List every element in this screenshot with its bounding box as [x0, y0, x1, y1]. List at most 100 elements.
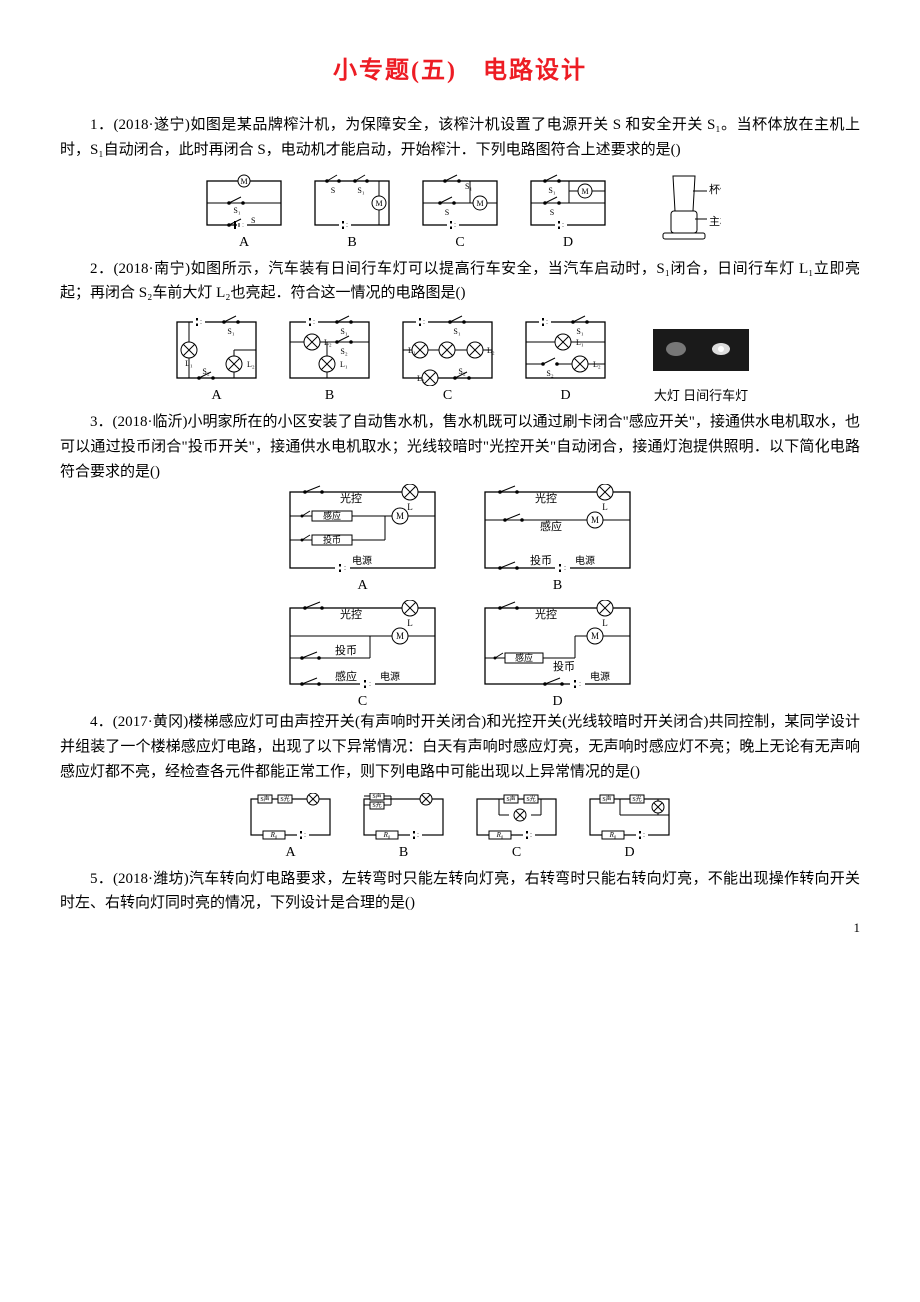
- svg-text:电源: 电源: [380, 670, 400, 683]
- svg-text:M: M: [581, 187, 588, 196]
- svg-text:L: L: [407, 618, 413, 628]
- caption: 大灯 日间行车灯: [654, 385, 748, 404]
- page-title: 小专题(五) 电路设计: [60, 50, 860, 85]
- q2-figC: S₁ L₁ L₂ L₂ S₂ C: [395, 314, 500, 404]
- circuit-icon: S声 S光 R₀: [582, 793, 677, 843]
- option-label: D: [560, 388, 570, 404]
- base-label: 主机: [709, 214, 721, 228]
- svg-text:S: S: [550, 208, 554, 217]
- svg-text:M: M: [476, 199, 483, 208]
- circuit-icon: S声 S光 R₀: [356, 793, 451, 843]
- option-label: B: [399, 845, 408, 861]
- option-label: A: [357, 578, 367, 594]
- q3-figD: 光控 L M 感应 投币 电源 D: [475, 600, 640, 710]
- svg-text:L₂: L₂: [417, 374, 425, 383]
- svg-text:M: M: [591, 631, 599, 641]
- blender-icon: 杯体 主机: [651, 171, 721, 251]
- svg-text:投币: 投币: [530, 553, 552, 567]
- q4-text: 4．(2017·黄冈)楼梯感应灯可由声控开关(有声响时开关闭合)和光控开关(光线…: [60, 710, 860, 784]
- option-label: D: [552, 694, 562, 710]
- svg-text:投币: 投币: [335, 643, 357, 657]
- q3-figA: 光控 L 感应 M 投币 电源 A: [280, 484, 445, 594]
- svg-text:电源: 电源: [352, 554, 372, 567]
- svg-text:感应: 感应: [540, 519, 562, 533]
- circuit-icon: S₁ L₁ S₂ L₂: [518, 314, 613, 386]
- option-label: A: [239, 235, 249, 251]
- svg-text:L: L: [602, 618, 608, 628]
- svg-text:光控: 光控: [340, 491, 362, 505]
- option-label: A: [285, 845, 295, 861]
- q4-figD: S声 S光 R₀ D: [582, 793, 677, 861]
- svg-text:S₁: S₁: [548, 186, 555, 195]
- svg-text:S₁: S₁: [357, 186, 364, 195]
- option-label: D: [624, 845, 634, 861]
- svg-text:电源: 电源: [575, 554, 595, 567]
- option-label: C: [512, 845, 521, 861]
- circuit-icon: S₁ L₁ L₂ L₂ S₂: [395, 314, 500, 386]
- svg-text:S₁: S₁: [576, 327, 583, 336]
- svg-text:S₁: S₁: [340, 327, 347, 336]
- option-label: B: [553, 578, 562, 594]
- option-label: C: [455, 235, 464, 251]
- svg-text:S₁: S₁: [233, 206, 240, 215]
- circuit-icon: 光控 L M 投币 感应 电源: [280, 600, 445, 692]
- q3-figC: 光控 L M 投币 感应 电源 C: [280, 600, 445, 710]
- svg-text:S: S: [445, 208, 449, 217]
- circuit-icon: 光控 L M 感应 投币 电源: [475, 600, 640, 692]
- svg-text:光控: 光控: [535, 491, 557, 505]
- svg-text:S₂: S₂: [546, 369, 553, 378]
- svg-text:M: M: [396, 511, 404, 521]
- svg-text:光控: 光控: [340, 607, 362, 621]
- svg-text:M: M: [396, 631, 404, 641]
- circuit-icon: S S₁ M: [307, 173, 397, 233]
- svg-text:L₂: L₂: [247, 360, 255, 369]
- svg-text:投币: 投币: [323, 534, 341, 545]
- q2-text: 2．(2018·南宁)如图所示，汽车装有日间行车灯可以提高行车安全，当汽车启动时…: [60, 257, 860, 307]
- svg-text:感应: 感应: [323, 510, 341, 521]
- circuit-icon: S₁ L₂ S₂ L₁: [282, 314, 377, 386]
- q2-figB: S₁ L₂ S₂ L₁ B: [282, 314, 377, 404]
- q1-figB: S S₁ M B: [307, 173, 397, 251]
- svg-text:S光: S光: [526, 795, 535, 803]
- cup-label: 杯体: [709, 182, 721, 196]
- svg-text:M: M: [375, 199, 382, 208]
- q5-text: 5．(2018·潍坊)汽车转向灯电路要求，左转弯时只能左转向灯亮，右转弯时只能右…: [60, 867, 860, 917]
- svg-text:电源: 电源: [590, 670, 610, 683]
- svg-text:S声: S声: [260, 795, 269, 803]
- q4-figA: S声 S光 R₀ A: [243, 793, 338, 861]
- svg-text:S₁: S₁: [227, 327, 234, 336]
- option-label: C: [443, 388, 452, 404]
- q1-figA: M S₁ S A: [199, 173, 289, 251]
- svg-text:S₂: S₂: [458, 367, 465, 376]
- circuit-icon: S₁ M S: [523, 173, 613, 233]
- q2-photo: 大灯 日间行车灯: [651, 327, 751, 404]
- svg-text:感应: 感应: [335, 669, 357, 683]
- q3-figB: 光控 L 感应 M 投币 电源 B: [475, 484, 640, 594]
- svg-text:S光: S光: [280, 795, 289, 803]
- option-label: D: [563, 235, 573, 251]
- svg-text:S₂: S₂: [340, 347, 347, 356]
- svg-text:L₁: L₁: [340, 360, 348, 369]
- option-label: B: [325, 388, 334, 404]
- svg-text:S声: S声: [506, 795, 515, 803]
- circuit-icon: M S₁ S: [199, 173, 289, 233]
- q1-figC: S₁ S M C: [415, 173, 505, 251]
- svg-text:R₀: R₀: [383, 831, 391, 839]
- q4-figures: S声 S光 R₀ A S声 S光 R₀ B: [60, 793, 860, 861]
- svg-text:光控: 光控: [535, 607, 557, 621]
- svg-text:S: S: [331, 186, 335, 195]
- svg-text:投币: 投币: [553, 659, 575, 673]
- svg-text:M: M: [591, 515, 599, 525]
- svg-text:S声: S声: [602, 795, 611, 803]
- svg-text:M: M: [240, 177, 247, 186]
- circuit-icon: S₁ S M: [415, 173, 505, 233]
- q1-photo: 杯体 主机: [651, 171, 721, 251]
- circuit-icon: S声 S光 R₀: [469, 793, 564, 843]
- svg-text:R₀: R₀: [270, 831, 278, 839]
- q1-text: 1．(2018·遂宁)如图是某品牌榨汁机，为保障安全，该榨汁机设置了电源开关 S…: [60, 113, 860, 163]
- svg-text:R₀: R₀: [496, 831, 504, 839]
- q2-figA: S₁ L₁ S₂ L₂ A: [169, 314, 264, 404]
- svg-text:L: L: [407, 502, 413, 512]
- circuit-icon: S₁ L₁ S₂ L₂: [169, 314, 264, 386]
- q3-text: 3．(2018·临沂)小明家所在的小区安装了自动售水机，售水机既可以通过刷卡闭合…: [60, 410, 860, 484]
